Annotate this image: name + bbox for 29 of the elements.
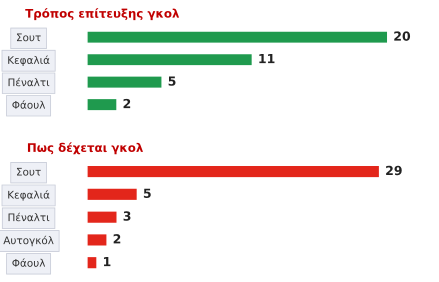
data-label: 20 — [394, 31, 410, 41]
y-tick-label: Σουτ — [16, 34, 41, 42]
bar — [86, 98, 118, 112]
bar — [86, 256, 98, 270]
y-tick-label: Φάουλ — [12, 258, 46, 267]
y-tick-label: Κεφαλιά — [8, 190, 50, 201]
data-label: 2 — [124, 98, 130, 108]
data-label: 2 — [114, 234, 120, 244]
bar — [86, 187, 138, 202]
y-tick-label: Κεφαλιά — [8, 56, 50, 66]
data-label: 11 — [259, 54, 274, 64]
data-label: 5 — [168, 76, 176, 86]
y-tick-label: Πέναλτι — [8, 212, 50, 222]
chart-title: Τρόπος επίτευξης γκολ — [25, 8, 180, 20]
data-label: 3 — [124, 211, 130, 221]
bar — [86, 210, 118, 224]
bar — [86, 232, 108, 247]
data-label: 5 — [144, 188, 151, 198]
data-label: 1 — [104, 257, 110, 266]
y-tick-label: Φάουλ — [12, 100, 46, 109]
bar — [86, 164, 380, 179]
y-tick-label: Αυτογκόλ — [3, 236, 54, 246]
bar — [86, 30, 388, 44]
y-tick-label: Πέναλτι — [8, 78, 50, 86]
bar — [86, 75, 163, 90]
y-tick-label: Σουτ — [16, 168, 41, 176]
bar — [86, 52, 254, 67]
data-label: 29 — [386, 166, 402, 176]
chart-title: Πως δέχεται γκολ — [28, 142, 143, 154]
